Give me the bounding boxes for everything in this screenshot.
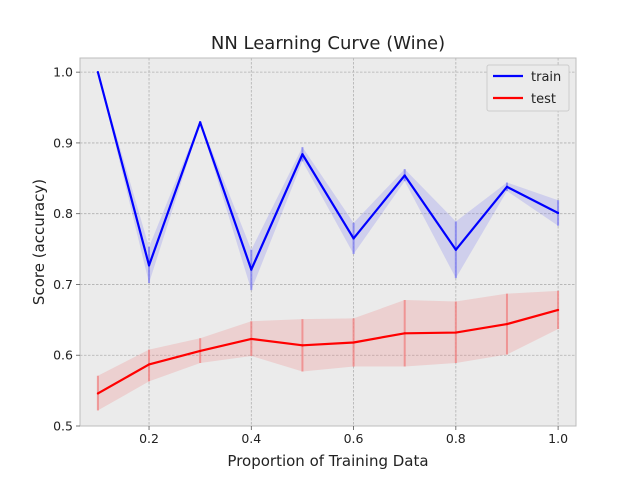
point-test	[454, 331, 457, 334]
plot-background	[80, 58, 576, 426]
y-tick-label: 0.6	[53, 348, 73, 363]
y-tick-label: 0.8	[53, 206, 73, 221]
point-test	[147, 363, 151, 366]
legend-label-train: train	[531, 70, 561, 85]
x-tick-label: 1.0	[548, 431, 568, 446]
point-train	[147, 264, 151, 267]
point-train	[250, 268, 253, 271]
point-train	[454, 248, 457, 251]
point-train	[96, 71, 99, 74]
x-axis-ticks: 0.2 0.4 0.6 0.8 1.0	[139, 426, 568, 446]
point-test	[557, 308, 560, 312]
x-tick-label: 0.6	[344, 431, 364, 446]
line-test	[97, 308, 559, 395]
plot-frame	[79, 57, 577, 427]
band-train	[97, 72, 559, 291]
point-train	[301, 153, 304, 156]
point-test	[352, 341, 355, 344]
point-test	[505, 322, 509, 326]
point-test	[403, 332, 406, 335]
y-axis-label: Score (accuracy)	[30, 179, 48, 305]
y-tick-label: 1.0	[53, 65, 73, 80]
x-axis-label: Proportion of Training Data	[227, 452, 428, 470]
y-tick-label: 0.5	[53, 419, 73, 434]
y-tick-label: 0.7	[53, 277, 73, 292]
band-test	[97, 290, 559, 411]
point-train	[557, 211, 560, 215]
x-tick-label: 0.2	[139, 431, 159, 446]
point-train	[199, 121, 202, 124]
y-axis-ticks: 0.5 0.6 0.7 0.8 0.9 1.0	[53, 65, 80, 434]
error-bands	[97, 72, 559, 411]
x-tick-label: 0.4	[241, 431, 261, 446]
legend-label-test: test	[531, 92, 556, 107]
point-test	[301, 344, 304, 347]
point-train	[403, 174, 406, 177]
y-tick-label: 0.9	[53, 135, 73, 150]
point-train	[352, 237, 355, 240]
point-test	[199, 349, 202, 353]
chart-title: NN Learning Curve (Wine)	[211, 33, 445, 54]
line-train	[96, 71, 559, 271]
x-tick-label: 0.8	[446, 431, 466, 446]
point-test	[96, 392, 99, 395]
series-lines	[96, 71, 560, 395]
point-train	[505, 185, 509, 188]
point-test	[250, 337, 253, 341]
legend: train test	[486, 64, 570, 112]
